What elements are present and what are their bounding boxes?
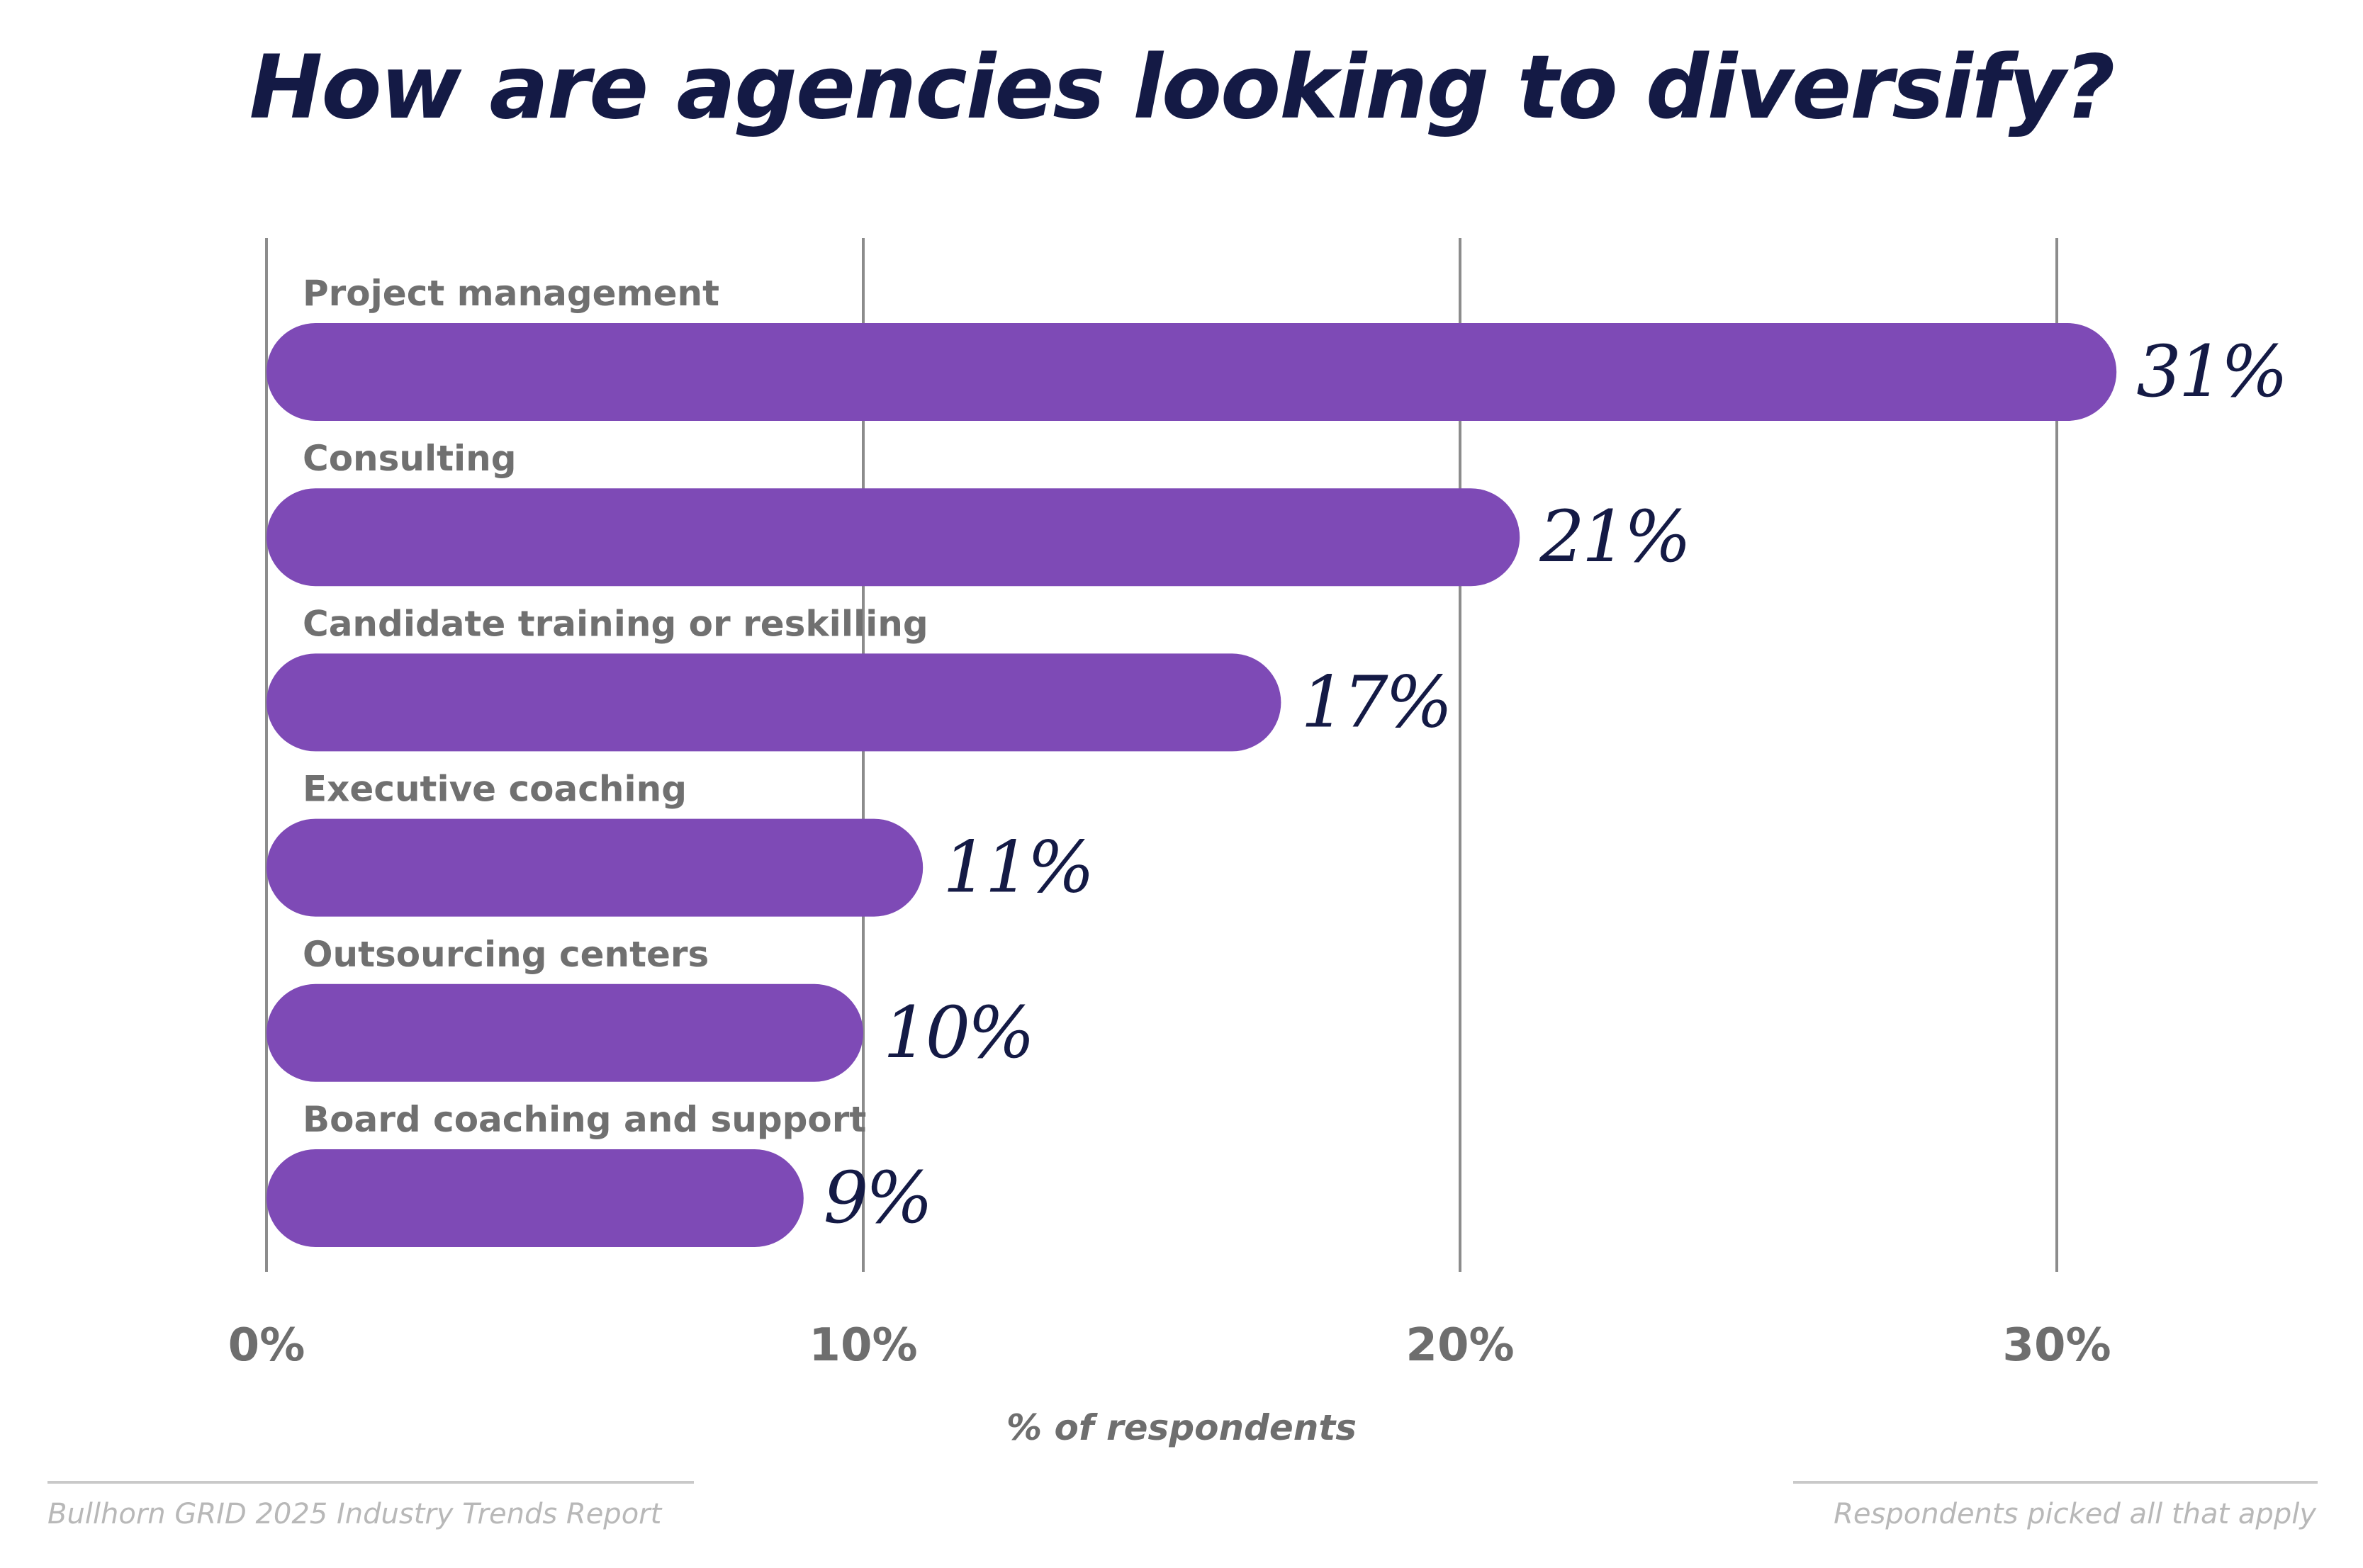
value-label: 9%: [824, 1156, 931, 1239]
category-label: Executive coaching: [303, 769, 687, 810]
value-label: 10%: [883, 991, 1032, 1074]
x-tick-label: 30%: [2002, 1319, 2111, 1372]
category-label: Project management: [303, 273, 719, 314]
footer-divider-right: [1793, 1481, 2318, 1484]
value-label: 17%: [1301, 660, 1449, 743]
footer-source: Bullhorn GRID 2025 Industry Trends Repor…: [47, 1498, 662, 1530]
category-label: Candidate training or reskilling: [303, 603, 928, 644]
value-label: 11%: [943, 826, 1091, 909]
category-label: Consulting: [303, 438, 517, 479]
bar: [266, 818, 924, 917]
category-label: Outsourcing centers: [303, 934, 709, 975]
footer-divider-left: [47, 1481, 694, 1484]
bar: [266, 983, 863, 1082]
x-tick-label: 20%: [1405, 1319, 1514, 1372]
bar: [266, 488, 1520, 587]
bars: [266, 323, 2117, 1247]
bar: [266, 323, 2117, 421]
chart-title: How are agencies looking to diversify?: [249, 37, 2116, 139]
category-label: Board coaching and support: [303, 1099, 866, 1140]
x-axis-ticks: 0% 10% 20% 30%: [228, 1319, 2111, 1372]
value-label: 21%: [1539, 495, 1688, 578]
x-axis-title: % of respondents: [1006, 1407, 1357, 1448]
value-label: 31%: [2136, 330, 2285, 413]
labels: Project management 31% Consulting 21% Candid…: [303, 273, 2288, 1239]
footer-note: Respondents picked all that apply: [1834, 1498, 2316, 1530]
x-tick-label: 10%: [809, 1319, 917, 1372]
x-tick-label: 0%: [228, 1319, 305, 1372]
bar: [266, 653, 1281, 752]
bar: [266, 1149, 804, 1247]
